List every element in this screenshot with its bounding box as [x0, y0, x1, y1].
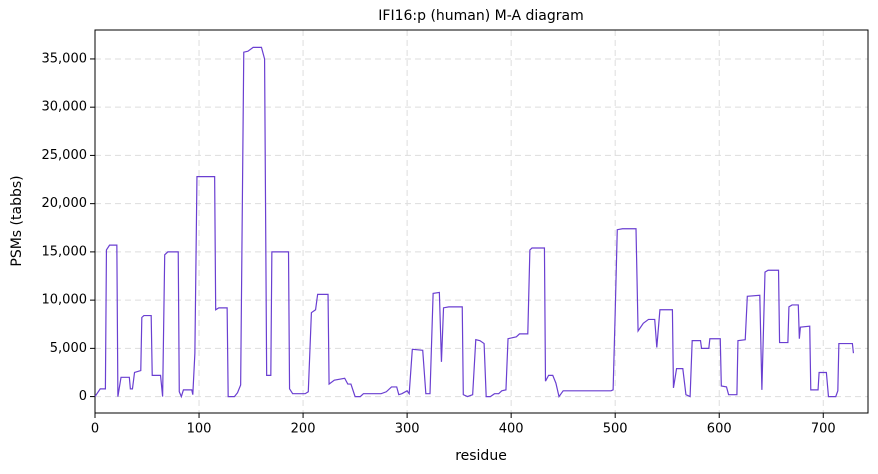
y-tick-label: 20,000 [42, 196, 88, 211]
x-axis-label: residue [455, 448, 507, 464]
y-tick-label: 10,000 [42, 293, 88, 308]
y-axis-label: PSMs (tabbs) [9, 175, 25, 266]
y-tick-label: 0 [79, 389, 87, 404]
x-tick-label: 0 [91, 422, 99, 437]
x-tick-label: 400 [499, 422, 524, 437]
y-tick-label: 35,000 [42, 51, 88, 66]
data-line [94, 46, 855, 399]
grid [94, 30, 868, 413]
x-tick-label: 600 [707, 422, 732, 437]
x-tick-label: 500 [603, 422, 628, 437]
y-tick-label: 5,000 [50, 341, 87, 356]
x-tick-label: 200 [291, 422, 316, 437]
plot-frame [94, 29, 869, 414]
y-tick-label: 30,000 [42, 100, 88, 115]
y-tick-label: 15,000 [42, 244, 88, 259]
x-tick-label: 100 [187, 422, 212, 437]
y-tick-label: 25,000 [42, 148, 88, 163]
x-tick-label: 300 [395, 422, 420, 437]
x-tick-label: 700 [811, 422, 836, 437]
chart-title: IFI16:p (human) M-A diagram [378, 8, 583, 24]
